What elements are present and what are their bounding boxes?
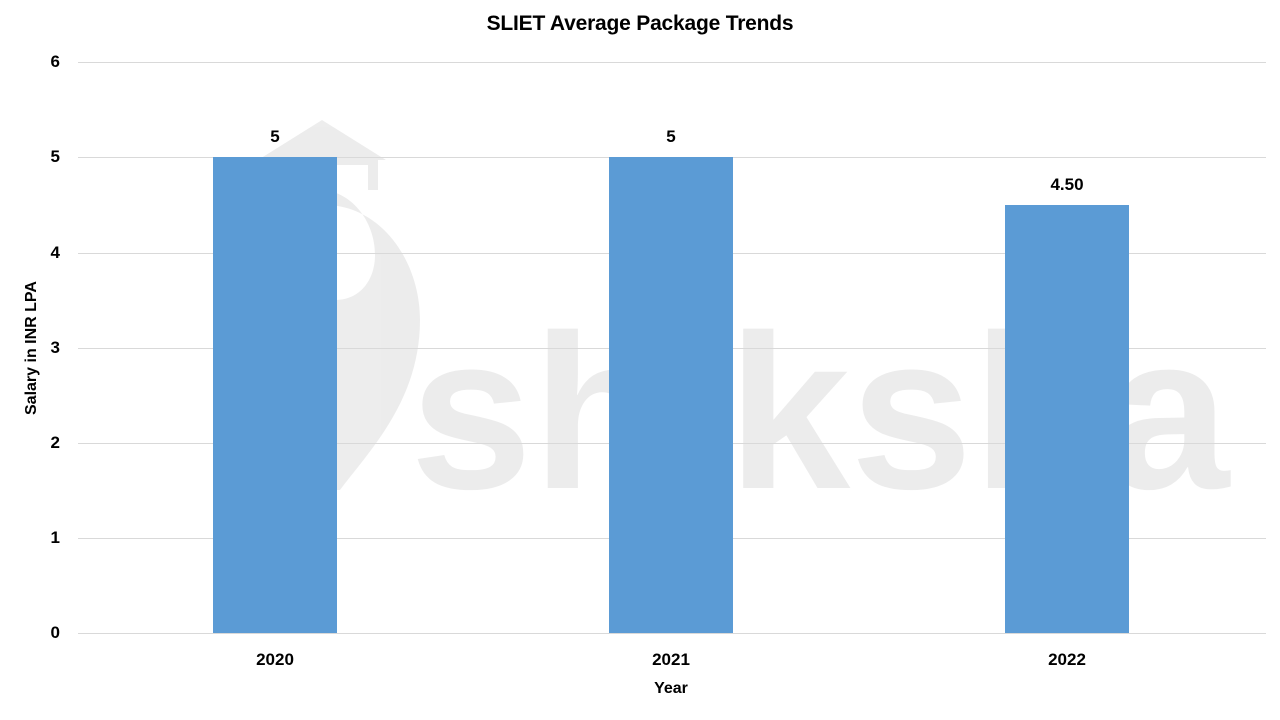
bar-2020	[213, 157, 337, 633]
x-axis-label: Year	[654, 680, 688, 697]
y-tick: 4	[50, 243, 60, 262]
gridline-0	[78, 633, 1266, 634]
x-tick: 2022	[1048, 650, 1086, 669]
bar-value-label: 5	[270, 127, 280, 147]
y-axis-label: Salary in INR LPA	[23, 281, 40, 415]
bar-2021	[609, 157, 733, 633]
y-tick: 3	[50, 338, 60, 357]
x-tick: 2021	[652, 650, 690, 669]
bar-value-label: 4.50	[1050, 174, 1084, 194]
x-tick: 2020	[256, 650, 294, 669]
gridline-6	[78, 62, 1266, 63]
y-tick: 5	[50, 147, 60, 166]
y-tick: 2	[50, 433, 60, 452]
bar-value-label: 5	[666, 127, 676, 147]
bar-2022	[1005, 204, 1129, 633]
y-tick: 0	[50, 623, 60, 642]
y-tick: 1	[50, 528, 60, 547]
chart-title: SLIET Average Package Trends	[486, 12, 794, 35]
y-tick: 6	[50, 52, 60, 71]
